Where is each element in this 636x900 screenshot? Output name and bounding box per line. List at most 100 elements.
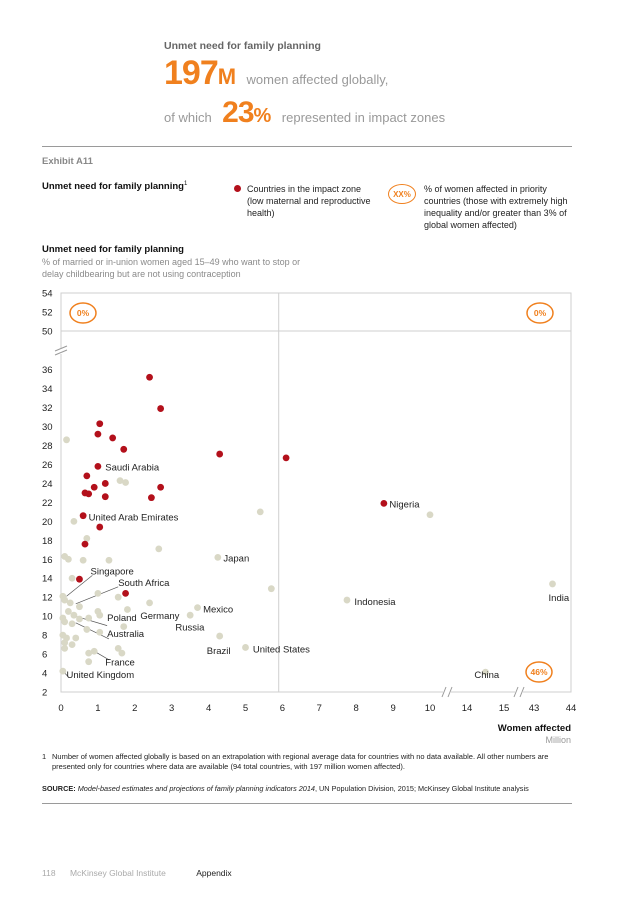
impact-country-point [79,512,87,520]
y-tick-label: 20 [42,517,53,528]
country-point [76,603,83,611]
bottom-divider [42,803,572,804]
country-point [256,508,264,516]
impact-country-point [96,420,104,428]
global-count-text: women affected globally, [246,72,389,87]
chart-subtitle: % of married or in-union women aged 15–4… [42,257,301,279]
country-label: Poland [107,613,137,624]
country-point [72,634,80,642]
x-tick-label: 4 [206,703,211,714]
publisher: McKinsey Global Institute [69,868,166,878]
country-label: Mexico [203,605,233,616]
y-tick-label: 14 [42,574,53,585]
y-tick-label: 4 [42,669,47,680]
y-tick-label: 10 [42,612,53,623]
impact-country-point [94,430,102,438]
impact-country-point [101,480,109,487]
country-point [79,556,87,564]
y-tick-label: 22 [42,498,53,509]
country-label: France [105,658,135,669]
impact-country-point [81,540,89,548]
country-point [70,611,78,619]
priority-circle-icon: XX% [388,184,416,204]
y-tick-label: 12 [42,593,53,604]
impact-country-point [101,493,109,501]
country-point [122,479,129,486]
country-point [94,590,102,597]
country-label: Japan [223,553,249,564]
impact-country-point [83,472,91,480]
country-point [68,641,76,648]
impact-country-point [146,373,153,381]
y-tick-label: 2 [42,688,47,699]
country-label: South Africa [118,578,170,589]
x-axis-title: Women affected [498,723,571,734]
country-point [118,649,126,657]
source-label: SOURCE: [42,784,76,793]
country-point [61,639,69,647]
x-axis-break-gap [443,686,451,698]
country-point [549,580,556,588]
y-tick-label: 50 [42,327,53,338]
country-point [66,599,74,607]
country-point [76,615,83,623]
page-title: Unmet need for family planning [164,40,321,52]
country-point [114,644,122,652]
quadrant-circle-icon [69,302,97,324]
quadrant-share-badge: 0% [526,302,554,324]
y-tick-label: 52 [42,308,53,319]
country-point [59,667,67,675]
impact-country-point [94,462,102,470]
y-tick-label: 16 [42,555,53,566]
country-point [70,517,78,525]
impact-country-point [90,483,98,491]
x-tick-label: 7 [317,703,322,714]
country-label: Brazil [207,646,231,657]
impact-country-point [85,490,93,498]
footnote-text: Number of women affected globally is bas… [52,752,549,771]
quadrant-share-label: 0% [534,308,547,318]
country-label: Australia [107,629,145,640]
y-tick-label: 18 [42,536,53,547]
country-point [155,545,163,553]
x-axis-break-mark [447,686,453,698]
legend-impact-label: Countries in the impact zone (low matern… [247,184,371,218]
country-point [68,620,76,628]
country-point [426,511,434,519]
x-axis-break-gap [515,686,523,698]
country-point [242,644,249,651]
impact-text: represented in impact zones [281,110,446,125]
global-count-unit: M [217,64,237,89]
y-axis-break-gap [54,348,68,354]
country-point [63,436,70,444]
country-label: United Arab Emirates [89,513,179,524]
x-tick-label: 44 [566,703,577,714]
y-tick-label: 54 [42,289,53,300]
y-tick-label: 34 [42,384,53,395]
footnote-marker: 1 [184,181,188,187]
country-label: India [549,593,570,604]
impact-country-point [282,454,290,462]
country-point [96,611,104,619]
country-point [482,668,489,676]
country-point [105,556,113,564]
impact-country-point [120,445,128,453]
country-point [120,623,128,630]
country-label: Germany [140,611,179,622]
source-title: Model-based estimates and projections of… [77,784,315,793]
country-point [124,606,131,613]
country-point [90,647,98,655]
page-footer: 118 McKinsey Global Institute Appendix [42,868,232,878]
x-tick-label: 9 [390,703,395,714]
quadrant-share-badge: 46% [525,661,553,683]
x-tick-label: 15 [499,703,510,714]
headline-impact: of which 23% represented in impact zones [164,96,445,130]
y-tick-label: 32 [42,403,53,414]
legend-title: Unmet need for family planning1 [42,181,187,192]
country-point [96,628,104,636]
country-point [85,658,93,666]
country-point [85,614,93,622]
impact-country-point [380,499,388,507]
x-tick-label: 0 [58,703,63,714]
